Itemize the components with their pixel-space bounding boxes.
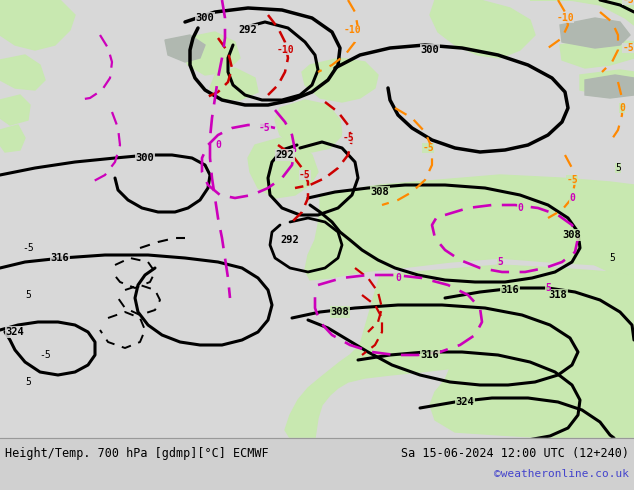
Polygon shape: [585, 75, 634, 98]
Polygon shape: [0, 55, 45, 90]
Polygon shape: [430, 342, 634, 438]
Text: 324: 324: [456, 397, 474, 407]
Text: 300: 300: [420, 45, 439, 55]
Text: 0: 0: [395, 273, 401, 283]
Text: 5: 5: [609, 253, 615, 263]
Polygon shape: [180, 32, 240, 75]
Polygon shape: [210, 68, 258, 100]
Polygon shape: [0, 125, 25, 152]
Polygon shape: [530, 0, 634, 25]
Polygon shape: [285, 265, 634, 438]
Polygon shape: [248, 138, 318, 198]
Text: 324: 324: [6, 327, 24, 337]
Polygon shape: [560, 38, 634, 68]
Text: -10: -10: [556, 13, 574, 23]
Text: 316: 316: [501, 285, 519, 295]
Text: 292: 292: [238, 25, 257, 35]
Text: 300: 300: [136, 153, 154, 163]
Text: 316: 316: [420, 350, 439, 360]
Text: 308: 308: [371, 187, 389, 197]
Text: 308: 308: [330, 307, 349, 317]
Text: 316: 316: [51, 253, 69, 263]
Text: 0: 0: [569, 193, 575, 203]
Text: Height/Temp. 700 hPa [gdmp][°C] ECMWF: Height/Temp. 700 hPa [gdmp][°C] ECMWF: [5, 447, 269, 461]
Text: Sa 15-06-2024 12:00 UTC (12+240): Sa 15-06-2024 12:00 UTC (12+240): [401, 447, 629, 461]
Polygon shape: [165, 35, 205, 62]
Text: 0: 0: [619, 103, 625, 113]
Polygon shape: [0, 95, 30, 125]
Text: -5: -5: [39, 350, 51, 360]
Text: 5: 5: [25, 377, 31, 387]
Text: 0: 0: [517, 203, 523, 213]
Polygon shape: [305, 175, 634, 280]
Polygon shape: [430, 0, 535, 58]
Text: -5: -5: [566, 175, 578, 185]
Polygon shape: [580, 70, 634, 95]
Text: 292: 292: [281, 235, 299, 245]
Text: 5: 5: [615, 163, 621, 173]
Text: 292: 292: [276, 150, 294, 160]
Text: -5: -5: [259, 123, 271, 133]
Polygon shape: [560, 18, 630, 48]
Text: -5: -5: [342, 133, 354, 143]
Text: -5: -5: [299, 170, 311, 180]
Text: -10: -10: [276, 45, 294, 55]
Text: -5: -5: [422, 143, 434, 153]
Text: 300: 300: [196, 13, 214, 23]
Text: 318: 318: [548, 290, 567, 300]
Text: 5: 5: [497, 257, 503, 267]
Text: 0: 0: [215, 140, 221, 150]
Polygon shape: [595, 245, 634, 275]
Text: ©weatheronline.co.uk: ©weatheronline.co.uk: [494, 469, 629, 479]
Text: 5: 5: [25, 290, 31, 300]
Text: 308: 308: [562, 230, 581, 240]
Polygon shape: [0, 0, 75, 50]
Polygon shape: [302, 58, 378, 102]
Text: -5: -5: [622, 0, 634, 5]
Bar: [0, 0, 634, 438]
Text: -5: -5: [22, 243, 34, 253]
Text: -5: -5: [622, 43, 634, 53]
Text: -10: -10: [343, 25, 361, 35]
Bar: [0, 438, 634, 490]
Polygon shape: [275, 100, 342, 152]
Text: 5: 5: [545, 283, 551, 293]
